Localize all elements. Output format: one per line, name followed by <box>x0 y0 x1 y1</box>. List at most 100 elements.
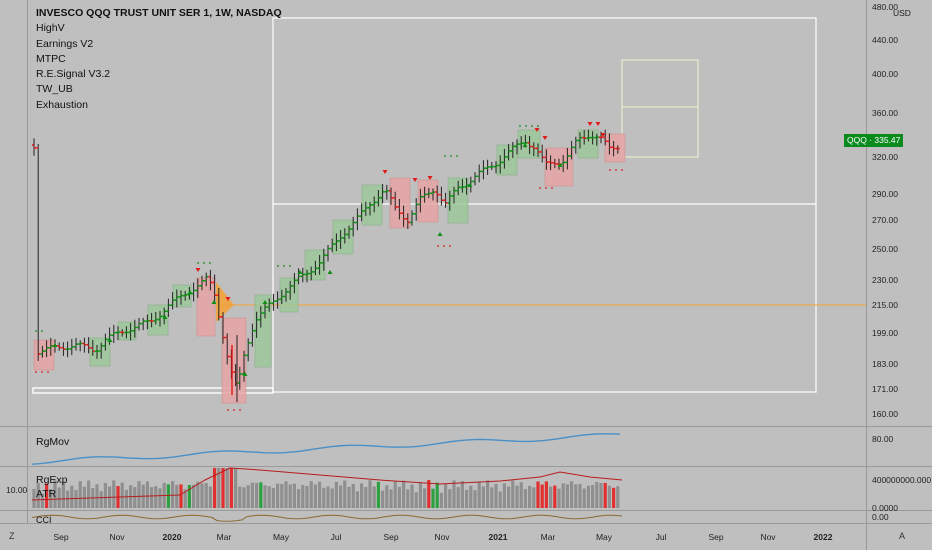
cci-label[interactable]: CCI <box>36 515 52 524</box>
volume-bar <box>414 492 418 508</box>
signal-dot <box>551 187 553 189</box>
signal-markers <box>35 122 623 411</box>
volume-bar <box>339 485 343 508</box>
symbol-title[interactable]: INVESCO QQQ TRUST UNIT SER 1, 1W, NASDAQ <box>36 7 282 19</box>
volume-bar <box>528 485 532 508</box>
volume-bar <box>549 486 553 508</box>
up-triangle-marker <box>522 143 528 147</box>
signal-box <box>332 219 354 255</box>
volume-bar <box>32 488 36 508</box>
up-triangle-marker <box>52 343 58 347</box>
volume-bar <box>234 468 238 508</box>
rgexp-axis-top: 400000000.000 <box>872 475 932 485</box>
signal-dot <box>239 409 241 411</box>
signal-dot <box>537 125 539 127</box>
time-label: Nov <box>434 532 450 542</box>
up-triangle-marker <box>557 163 563 167</box>
volume-bar <box>397 487 401 508</box>
atr-label[interactable]: ATR <box>36 488 57 500</box>
pane-separators <box>0 426 932 524</box>
volume-bar <box>511 480 515 508</box>
volume-bar <box>221 468 225 508</box>
time-label: May <box>595 532 613 542</box>
volume-bar <box>40 493 44 508</box>
volume-bar <box>456 487 460 508</box>
volume-bar <box>481 486 485 508</box>
volume-bar <box>70 485 74 508</box>
down-triangle-marker <box>600 133 606 137</box>
rgmov-label[interactable]: RgMov <box>36 436 70 448</box>
volume-bar <box>376 481 380 508</box>
volume-bar <box>213 468 217 508</box>
volume-bar <box>57 487 61 508</box>
volume-bar <box>431 488 435 508</box>
volume-bar <box>599 483 603 508</box>
indicator-label[interactable]: TW_UB <box>36 83 73 96</box>
volume-bar <box>519 482 523 508</box>
volume-bar <box>557 488 561 508</box>
volume-bar <box>318 481 322 508</box>
signal-box <box>196 277 216 337</box>
volume-bar <box>582 488 586 508</box>
signal-box <box>496 144 518 176</box>
volume-bar <box>578 484 582 508</box>
volume-bar <box>469 485 473 508</box>
up-triangle-marker <box>107 338 113 342</box>
volume-bar <box>494 483 498 508</box>
signal-dot <box>41 330 43 332</box>
volume-bar <box>313 484 317 508</box>
signal-dot <box>545 187 547 189</box>
volume-bar <box>385 485 389 508</box>
volume-bar <box>175 484 179 508</box>
signal-box <box>447 177 469 224</box>
signal-dot <box>450 155 452 157</box>
signal-dot <box>519 125 521 127</box>
signal-dot <box>277 265 279 267</box>
volume-bar <box>154 486 158 508</box>
volume-bar <box>49 489 53 508</box>
volume-bar <box>179 484 183 508</box>
signal-dot <box>621 169 623 171</box>
volume-bar <box>540 484 544 508</box>
zoom-toggle-button[interactable]: Z <box>9 531 15 541</box>
volume-bar <box>229 468 233 508</box>
volume-bar <box>486 480 490 508</box>
indicator-label[interactable]: HighV <box>36 22 65 35</box>
signal-dot <box>539 187 541 189</box>
volume-bar <box>544 481 548 508</box>
time-label: Nov <box>760 532 776 542</box>
volume-bar <box>171 481 175 508</box>
up-triangle-marker <box>437 232 443 236</box>
indicator-label[interactable]: MTPC <box>36 52 66 65</box>
time-label: Jul <box>330 532 342 542</box>
atr-line <box>31 467 623 501</box>
chart-legend: INVESCO QQQ TRUST UNIT SER 1, 1W, NASDAQ… <box>36 6 282 113</box>
cci-pane <box>31 514 623 522</box>
signal-dot <box>437 245 439 247</box>
signal-dot <box>456 155 458 157</box>
price-tick: 230.00 <box>872 275 898 285</box>
volume-bar <box>423 488 427 508</box>
signal-dot <box>609 169 611 171</box>
indicator-label[interactable]: Earnings V2 <box>36 37 94 50</box>
rgexp-pane <box>31 467 623 508</box>
auto-scale-button[interactable]: A <box>899 531 906 541</box>
volume-bar <box>288 484 292 508</box>
signal-dot <box>233 409 235 411</box>
indicator-label[interactable]: R.E.Signal V3.2 <box>36 68 111 81</box>
indicator-label[interactable]: Exhaustion <box>36 98 88 111</box>
rgmov-axis-value: 80.00 <box>872 434 894 444</box>
signal-dot <box>203 262 205 264</box>
volume-bar <box>158 488 162 508</box>
volume-bar <box>565 484 569 508</box>
signal-dot <box>444 155 446 157</box>
rgexp-left-value: 10.00 <box>6 485 28 495</box>
volume-bar <box>150 487 154 508</box>
up-triangle-marker <box>211 300 217 304</box>
rgexp-label[interactable]: RgExp <box>36 474 68 486</box>
volume-bar <box>305 486 309 508</box>
volume-bar <box>364 487 368 508</box>
candlesticks <box>32 129 620 402</box>
last-price-badge: QQQ · 335.47 <box>844 134 904 147</box>
